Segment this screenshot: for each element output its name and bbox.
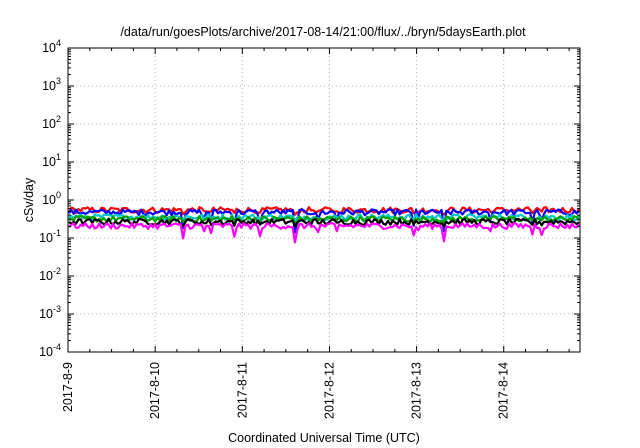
y-tick-label: 100 (42, 190, 61, 207)
x-tick-label: 2017-8-11 (235, 362, 249, 418)
series-line-6 (68, 222, 580, 244)
x-tick-label: 2017-8-12 (322, 362, 336, 419)
series-group (68, 206, 580, 244)
y-axis: 10-4 10-3 10-2 10-1 100 101 102 103 104 (39, 38, 580, 359)
x-axis-label: Coordinated Universal Time (UTC) (228, 431, 420, 445)
y-tick-label: 103 (42, 76, 61, 93)
y-tick-label: 104 (42, 38, 61, 55)
series-line-4 (68, 215, 580, 224)
chart-title: /data/run/goesPlots/archive/2017-08-14/2… (120, 25, 526, 39)
y-axis-label: cSv/day (22, 177, 36, 222)
x-tick-label: 2017-8-10 (148, 362, 162, 419)
y-tick-label: 101 (42, 152, 61, 169)
grid (68, 48, 580, 352)
y-tick-label: 10-2 (39, 266, 61, 283)
x-axis: 2017-8-9 2017-8-10 2017-8-11 2017-8-12 2017-… (61, 48, 570, 419)
x-tick-label: 2017-8-9 (61, 362, 75, 412)
y-tick-label: 10-3 (39, 304, 61, 321)
x-tick-label: 2017-8-13 (410, 362, 424, 419)
y-tick-label: 102 (42, 114, 61, 131)
series-line-2 (68, 208, 580, 234)
y-tick-label: 10-1 (39, 228, 61, 245)
y-tick-label: 10-4 (39, 342, 61, 359)
x-tick-label: 2017-8-14 (497, 362, 511, 419)
